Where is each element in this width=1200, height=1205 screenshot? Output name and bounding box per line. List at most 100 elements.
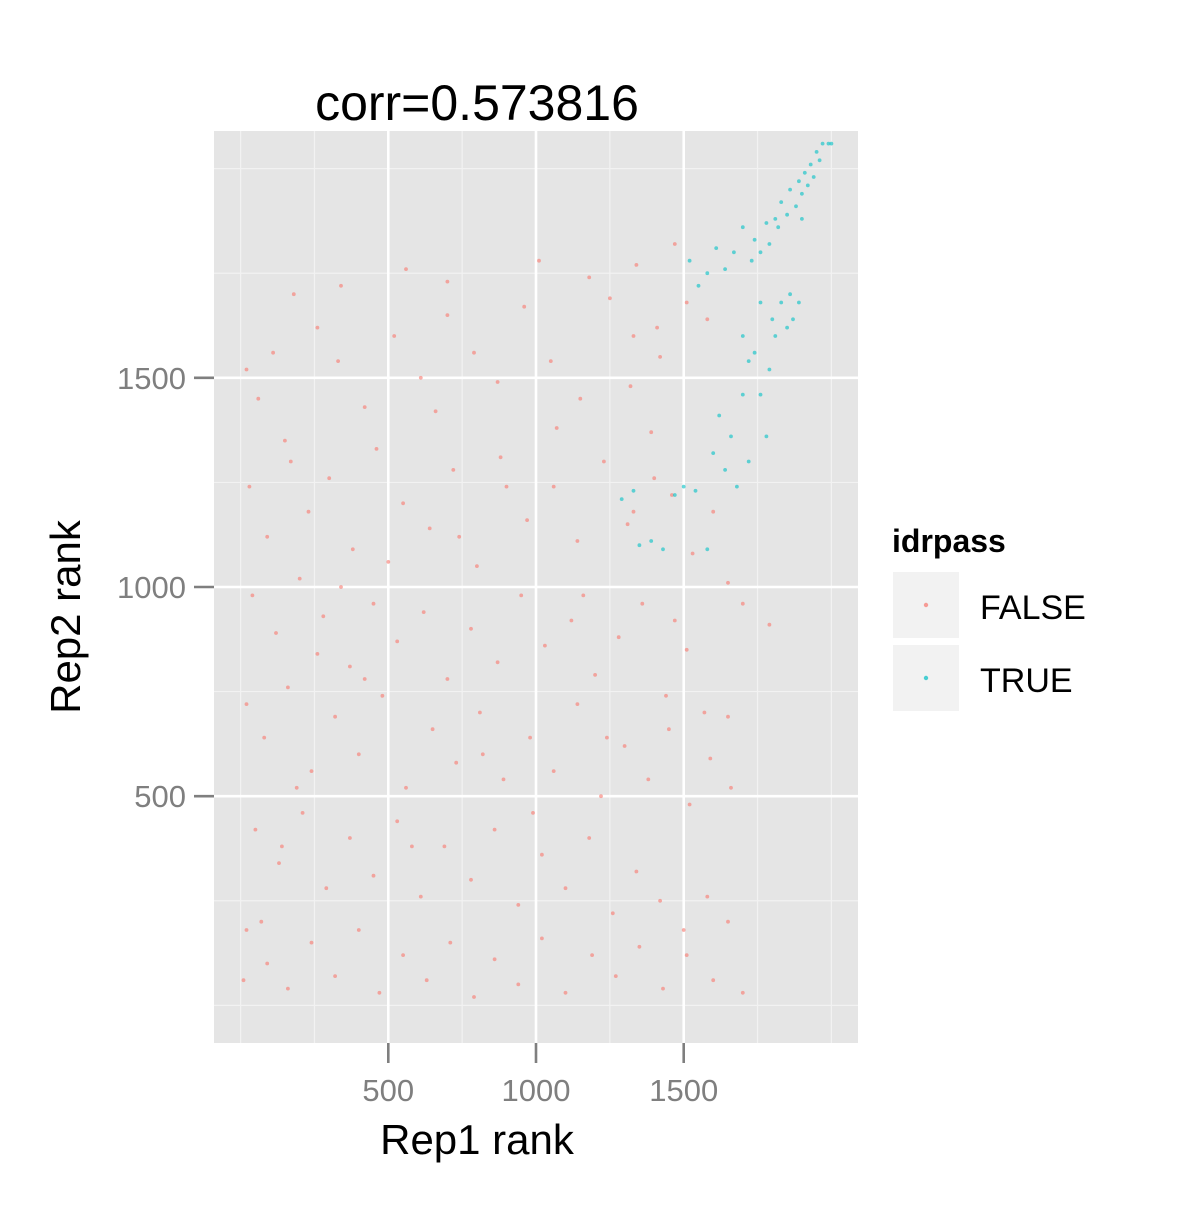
data-point [581, 593, 586, 598]
data-point [797, 300, 801, 305]
data-point [250, 593, 255, 598]
data-point [445, 313, 450, 317]
data-point [794, 204, 798, 209]
data-point [433, 409, 438, 414]
data-point [418, 375, 423, 380]
data-point [395, 639, 400, 644]
data-point [661, 547, 665, 552]
legend-label-false: FALSE [980, 589, 1086, 627]
data-point [271, 350, 275, 355]
data-point [286, 685, 290, 690]
data-point [404, 267, 408, 271]
x-axis-title: Rep1 rank [380, 1116, 575, 1163]
data-point [779, 300, 784, 305]
data-point [770, 317, 775, 322]
data-point [501, 777, 506, 782]
data-point [773, 334, 778, 338]
data-points [241, 141, 834, 999]
data-point [708, 756, 713, 761]
data-point [348, 664, 352, 669]
data-point [661, 986, 665, 991]
data-point [504, 484, 509, 489]
data-point [265, 534, 270, 539]
data-point [717, 413, 722, 418]
data-point [380, 693, 385, 698]
data-point [634, 869, 639, 874]
data-point [640, 601, 645, 606]
data-point [779, 200, 784, 205]
data-point [805, 183, 810, 188]
data-point [693, 488, 698, 493]
data-point [705, 271, 710, 276]
data-point [554, 426, 559, 430]
data-point [540, 936, 544, 941]
data-point [472, 350, 476, 355]
data-point [469, 626, 473, 631]
data-point [454, 760, 459, 765]
data-point [684, 953, 689, 957]
data-point [637, 944, 642, 949]
data-point [814, 150, 819, 154]
data-point [729, 434, 733, 439]
data-point [306, 509, 311, 514]
data-point [528, 735, 532, 740]
data-point [605, 735, 609, 740]
data-point [616, 635, 621, 640]
data-point [788, 292, 792, 297]
data-point [729, 785, 733, 790]
data-point [469, 877, 473, 882]
data-point [652, 476, 657, 481]
data-point [672, 493, 677, 497]
data-point [735, 484, 739, 489]
data-point [649, 430, 654, 435]
data-point [371, 601, 376, 606]
data-point [448, 940, 453, 945]
data-point [421, 610, 426, 614]
data-point [634, 263, 639, 267]
data-point [280, 844, 284, 849]
data-point [687, 802, 692, 807]
data-point [356, 928, 361, 932]
data-point [740, 601, 745, 606]
data-point [726, 714, 730, 719]
data-point [740, 225, 745, 230]
data-point [404, 785, 408, 790]
data-point [445, 677, 450, 681]
data-point [758, 392, 763, 397]
legend-label-true: TRUE [980, 662, 1073, 700]
data-point [283, 438, 287, 443]
data-point [681, 928, 686, 932]
data-point [631, 509, 636, 514]
data-point [628, 384, 633, 389]
data-point [294, 785, 299, 790]
data-point [392, 334, 397, 338]
data-point [723, 267, 727, 271]
data-point [265, 961, 270, 966]
data-point [711, 978, 716, 983]
data-point [664, 693, 668, 698]
data-point [752, 350, 757, 355]
data-point [726, 919, 730, 924]
data-point [362, 677, 367, 681]
data-point [637, 543, 642, 548]
data-point [315, 652, 320, 656]
data-point [610, 911, 615, 916]
data-point [625, 522, 630, 527]
data-point [516, 903, 521, 907]
data-point [427, 526, 432, 531]
data-point [339, 585, 343, 589]
data-point [726, 580, 730, 585]
data-point [551, 484, 556, 489]
data-point [348, 836, 352, 840]
legend: idrpass FALSE TRUE [892, 523, 1086, 711]
data-point [315, 325, 320, 330]
data-point [569, 618, 574, 623]
data-point [543, 643, 547, 648]
x-tick-label: 1500 [649, 1073, 718, 1108]
data-point [740, 334, 745, 338]
data-point [705, 547, 710, 552]
data-point [593, 673, 597, 677]
data-point [241, 978, 246, 983]
data-point [672, 242, 677, 246]
data-point [540, 852, 544, 857]
